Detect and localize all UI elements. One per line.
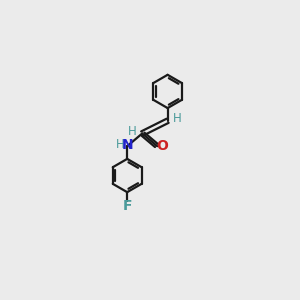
Text: N: N [122,138,133,152]
Text: O: O [156,139,168,153]
Text: H: H [116,138,125,151]
Text: H: H [173,112,182,125]
Text: H: H [128,125,137,138]
Text: F: F [122,199,132,213]
